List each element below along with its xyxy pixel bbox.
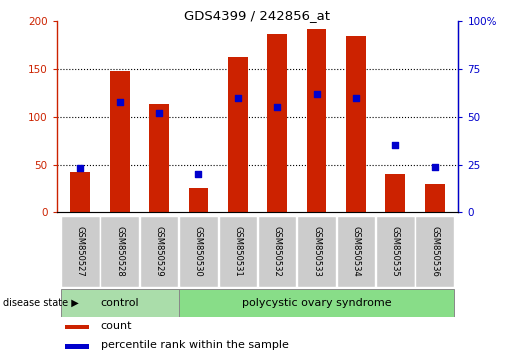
- FancyBboxPatch shape: [179, 216, 218, 287]
- FancyBboxPatch shape: [297, 216, 336, 287]
- Bar: [425, 184, 444, 212]
- FancyBboxPatch shape: [179, 289, 454, 317]
- Point: [234, 95, 242, 101]
- Text: GSM850534: GSM850534: [351, 226, 360, 277]
- Text: control: control: [100, 298, 139, 308]
- FancyBboxPatch shape: [61, 289, 179, 317]
- Bar: [65, 344, 89, 348]
- Text: GSM850535: GSM850535: [391, 226, 400, 277]
- Bar: [188, 188, 208, 212]
- Text: GSM850530: GSM850530: [194, 226, 203, 277]
- Text: GSM850528: GSM850528: [115, 226, 124, 277]
- FancyBboxPatch shape: [61, 216, 99, 287]
- Bar: [307, 29, 327, 212]
- FancyBboxPatch shape: [218, 216, 257, 287]
- FancyBboxPatch shape: [100, 216, 139, 287]
- Bar: [346, 35, 366, 212]
- Bar: [386, 174, 405, 212]
- Point: [115, 99, 124, 104]
- Point: [391, 143, 400, 148]
- Text: GDS4399 / 242856_at: GDS4399 / 242856_at: [184, 9, 331, 22]
- Bar: [149, 104, 169, 212]
- Point: [352, 95, 360, 101]
- Point: [76, 166, 84, 171]
- Text: polycystic ovary syndrome: polycystic ovary syndrome: [242, 298, 391, 308]
- FancyBboxPatch shape: [140, 216, 178, 287]
- Point: [431, 164, 439, 169]
- FancyBboxPatch shape: [258, 216, 297, 287]
- Text: GSM850532: GSM850532: [272, 226, 282, 277]
- FancyBboxPatch shape: [416, 216, 454, 287]
- Point: [194, 171, 202, 177]
- Bar: [228, 57, 248, 212]
- Text: count: count: [101, 320, 132, 331]
- Bar: [65, 325, 89, 329]
- Text: GSM850536: GSM850536: [430, 226, 439, 277]
- Text: GSM850531: GSM850531: [233, 226, 243, 277]
- Text: disease state ▶: disease state ▶: [3, 298, 78, 308]
- FancyBboxPatch shape: [337, 216, 375, 287]
- Bar: [71, 172, 90, 212]
- Bar: [267, 34, 287, 212]
- Point: [313, 91, 321, 97]
- Text: GSM850529: GSM850529: [154, 226, 164, 277]
- Text: GSM850527: GSM850527: [76, 226, 85, 277]
- Bar: [110, 71, 129, 212]
- Point: [273, 104, 281, 110]
- Text: percentile rank within the sample: percentile rank within the sample: [101, 340, 289, 350]
- Point: [155, 110, 163, 116]
- FancyBboxPatch shape: [376, 216, 415, 287]
- Text: GSM850533: GSM850533: [312, 226, 321, 277]
